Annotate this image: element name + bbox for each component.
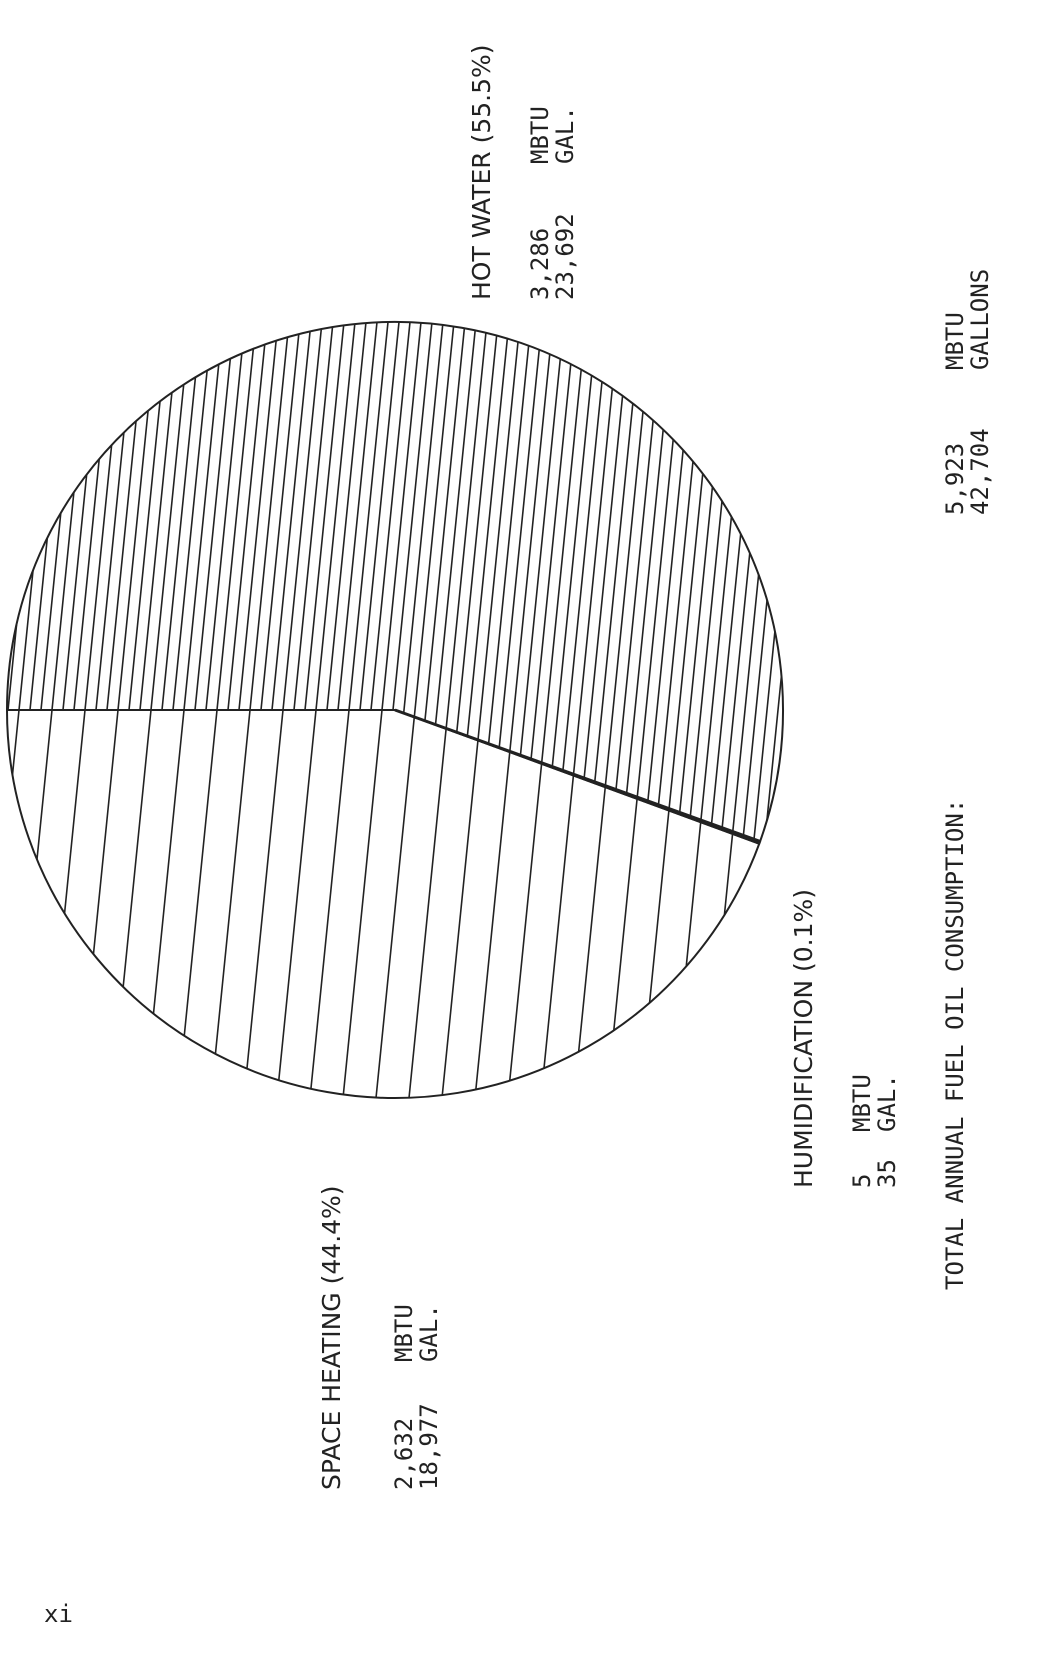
hot-water-hatch-line — [407, 321, 489, 842]
hot-water-hatch-line — [726, 321, 784, 842]
hot-water-hatch-line — [671, 321, 753, 842]
humidification-label: HUMIDIFICATION (0.1%) — [789, 889, 818, 1188]
pie-divider-line — [394, 708, 761, 843]
space-heating-hatch-line — [110, 710, 192, 1098]
humidification-mbtu-unit: MBTU — [848, 1074, 876, 1132]
space-heating-gallons-unit: GAL. — [415, 1304, 443, 1362]
space-heating-hatch-line — [242, 710, 324, 1098]
humidification-gallons-value: 35 — [873, 1159, 901, 1188]
hot-water-hatch-line — [826, 312, 906, 1108]
total-mbtu-unit: MBTU — [941, 312, 969, 370]
hot-water-hatch-line — [396, 321, 478, 842]
hot-water-hatch-line — [539, 321, 621, 842]
space-heating-mbtu-value: 2,632 — [390, 1418, 418, 1490]
hot-water-hatch-line — [561, 321, 643, 842]
space-heating-hatch-line — [374, 710, 456, 1098]
hot-water-hatch-line — [495, 321, 577, 842]
space-heating-hatch-line — [473, 710, 555, 1098]
space-heating-hatch-line — [605, 710, 687, 1098]
hot-water-hatch-line — [550, 321, 632, 842]
hot-water-hatch-line — [0, 312, 4, 1108]
hot-water-hatch-line — [693, 321, 775, 842]
hot-water-hatch-line — [660, 321, 742, 842]
hot-water-hatch-line — [462, 321, 544, 842]
total-gallons-unit: GALLONS — [966, 269, 994, 370]
hot-water-hatch-line — [605, 321, 687, 842]
hot-water-hatch-line — [429, 321, 511, 842]
space-heating-hatch-line — [275, 710, 357, 1098]
space-heating-hatch-line — [837, 312, 917, 1108]
hot-water-hatch-line — [363, 321, 445, 842]
hot-water-hatch-line — [385, 321, 467, 842]
hot-water-hatch-line — [594, 321, 676, 842]
space-heating-hatch-line — [407, 710, 489, 1098]
space-heating-hatch-line — [143, 710, 225, 1098]
hot-water-hatch-line — [616, 321, 698, 842]
hot-water-hatch-line — [682, 321, 764, 842]
space-heating-hatch-line — [209, 710, 291, 1098]
space-heating-hatch-line — [572, 710, 654, 1098]
hot-water-hatch-line — [583, 321, 665, 842]
pie-slice-hot-water — [5, 321, 784, 843]
hot-water-hatch-line — [418, 321, 500, 842]
hot-water-hatch-line — [374, 321, 456, 842]
hot-water-hatch-line — [451, 321, 533, 842]
hot-water-mbtu-unit: MBTU — [526, 106, 554, 164]
space-heating-hatch-line — [176, 710, 258, 1098]
hot-water-hatch-line — [506, 321, 588, 842]
hot-water-hatch-line — [517, 321, 599, 842]
hot-water-hatch-line — [737, 321, 784, 842]
page-number: xi — [44, 1600, 73, 1628]
space-heating-label: SPACE HEATING (44.4%) — [317, 1185, 346, 1490]
pie-slice-space-heating — [5, 709, 761, 1099]
space-heating-hatch-line — [506, 710, 588, 1098]
hot-water-mbtu-value: 3,286 — [526, 228, 554, 300]
hot-water-hatch-line — [649, 321, 731, 842]
space-heating-gallons-value: 18,977 — [415, 1403, 443, 1490]
space-heating-mbtu-unit: MBTU — [390, 1304, 418, 1362]
total-mbtu-value: 5,923 — [941, 443, 969, 515]
hot-water-hatch-line — [473, 321, 555, 842]
pie-slices-group — [0, 312, 939, 1108]
space-heating-hatch-line — [539, 710, 621, 1098]
hot-water-gallons-value: 23,692 — [551, 213, 579, 300]
hot-water-hatch-line — [815, 312, 895, 1108]
hot-water-hatch-line — [848, 312, 928, 1108]
humidification-mbtu-value: 5 — [848, 1174, 876, 1188]
humidification-gallons-unit: GAL. — [873, 1074, 901, 1132]
total-consumption-label: TOTAL ANNUAL FUEL OIL CONSUMPTION: — [941, 799, 969, 1290]
hot-water-hatch-line — [627, 321, 709, 842]
hot-water-hatch-line — [572, 321, 654, 842]
hot-water-gallons-unit: GAL. — [551, 106, 579, 164]
hot-water-label: HOT WATER (55.5%) — [467, 44, 496, 300]
hot-water-hatch-line — [837, 312, 917, 1108]
space-heating-hatch-line — [638, 710, 720, 1098]
space-heating-hatch-line — [308, 710, 390, 1098]
hot-water-hatch-line — [528, 321, 610, 842]
hot-water-hatch-line — [484, 321, 566, 842]
total-gallons-value: 42,704 — [966, 428, 994, 515]
space-heating-hatch-line — [341, 710, 423, 1098]
hot-water-hatch-line — [859, 312, 939, 1108]
hot-water-hatch-line — [440, 321, 522, 842]
hot-water-hatch-line — [704, 321, 784, 842]
space-heating-hatch-line — [440, 710, 522, 1098]
